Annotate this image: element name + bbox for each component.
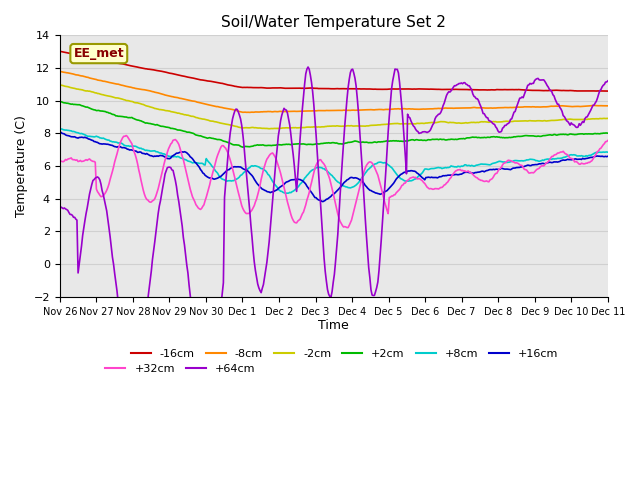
+64cm bbox=[556, 105, 564, 110]
+2cm bbox=[227, 141, 234, 146]
+32cm bbox=[365, 159, 372, 165]
+64cm bbox=[56, 204, 63, 209]
-16cm bbox=[227, 83, 234, 88]
+16cm bbox=[460, 170, 467, 176]
-8cm bbox=[604, 103, 612, 108]
+64cm bbox=[204, 378, 211, 384]
X-axis label: Time: Time bbox=[319, 319, 349, 332]
+8cm bbox=[604, 149, 612, 155]
+2cm bbox=[555, 132, 563, 137]
+64cm bbox=[604, 78, 612, 84]
-8cm bbox=[390, 106, 397, 112]
-8cm bbox=[288, 108, 296, 114]
-16cm bbox=[56, 48, 63, 54]
+16cm bbox=[604, 154, 612, 159]
+2cm bbox=[239, 144, 246, 150]
-2cm bbox=[364, 123, 371, 129]
+2cm bbox=[390, 138, 397, 144]
-2cm bbox=[266, 126, 273, 132]
+16cm bbox=[227, 166, 234, 171]
+32cm bbox=[556, 150, 564, 156]
+32cm bbox=[122, 132, 130, 138]
+32cm bbox=[343, 225, 351, 230]
+8cm bbox=[56, 125, 63, 131]
+32cm bbox=[228, 161, 236, 167]
+32cm bbox=[391, 192, 399, 198]
-2cm bbox=[227, 122, 234, 128]
-16cm bbox=[287, 85, 295, 91]
Y-axis label: Temperature (C): Temperature (C) bbox=[15, 115, 28, 217]
+64cm bbox=[391, 66, 399, 72]
+16cm bbox=[56, 129, 63, 135]
Line: +2cm: +2cm bbox=[60, 101, 608, 147]
-2cm bbox=[56, 82, 63, 88]
-16cm bbox=[604, 88, 612, 94]
-16cm bbox=[459, 86, 467, 92]
+32cm bbox=[288, 215, 296, 221]
+8cm bbox=[555, 156, 563, 161]
-8cm bbox=[56, 69, 63, 74]
-16cm bbox=[389, 86, 397, 92]
-2cm bbox=[604, 116, 612, 121]
+2cm bbox=[56, 98, 63, 104]
Line: -8cm: -8cm bbox=[60, 72, 608, 112]
+2cm bbox=[364, 140, 371, 145]
+16cm bbox=[364, 185, 371, 191]
-16cm bbox=[554, 87, 561, 93]
-2cm bbox=[460, 120, 467, 126]
Legend: +32cm, +64cm: +32cm, +64cm bbox=[101, 360, 260, 379]
-2cm bbox=[555, 117, 563, 123]
Line: -16cm: -16cm bbox=[60, 51, 608, 91]
+64cm bbox=[304, 64, 312, 70]
+8cm bbox=[288, 189, 296, 194]
+8cm bbox=[282, 191, 290, 196]
Line: +32cm: +32cm bbox=[60, 135, 608, 228]
+8cm bbox=[390, 168, 397, 173]
+32cm bbox=[461, 168, 468, 174]
+2cm bbox=[288, 142, 296, 147]
-8cm bbox=[246, 109, 253, 115]
Text: EE_met: EE_met bbox=[74, 47, 124, 60]
-16cm bbox=[363, 86, 371, 92]
-8cm bbox=[555, 103, 563, 109]
+64cm bbox=[288, 142, 296, 148]
Line: -2cm: -2cm bbox=[60, 85, 608, 129]
+2cm bbox=[604, 130, 612, 136]
Title: Soil/Water Temperature Set 2: Soil/Water Temperature Set 2 bbox=[221, 15, 446, 30]
+32cm bbox=[56, 158, 63, 164]
+8cm bbox=[460, 163, 467, 168]
+16cm bbox=[390, 180, 397, 186]
+8cm bbox=[227, 178, 234, 183]
-8cm bbox=[227, 106, 234, 112]
-8cm bbox=[364, 107, 371, 113]
+64cm bbox=[228, 123, 236, 129]
+2cm bbox=[460, 136, 467, 142]
+8cm bbox=[364, 167, 371, 173]
+16cm bbox=[319, 199, 327, 204]
+32cm bbox=[604, 138, 612, 144]
+16cm bbox=[287, 177, 295, 183]
+16cm bbox=[555, 159, 563, 165]
-2cm bbox=[288, 125, 296, 131]
Line: +8cm: +8cm bbox=[60, 128, 608, 193]
-2cm bbox=[390, 121, 397, 127]
Line: +16cm: +16cm bbox=[60, 132, 608, 202]
+64cm bbox=[365, 264, 372, 270]
Line: +64cm: +64cm bbox=[60, 67, 608, 381]
-8cm bbox=[460, 105, 467, 111]
+64cm bbox=[461, 80, 468, 85]
